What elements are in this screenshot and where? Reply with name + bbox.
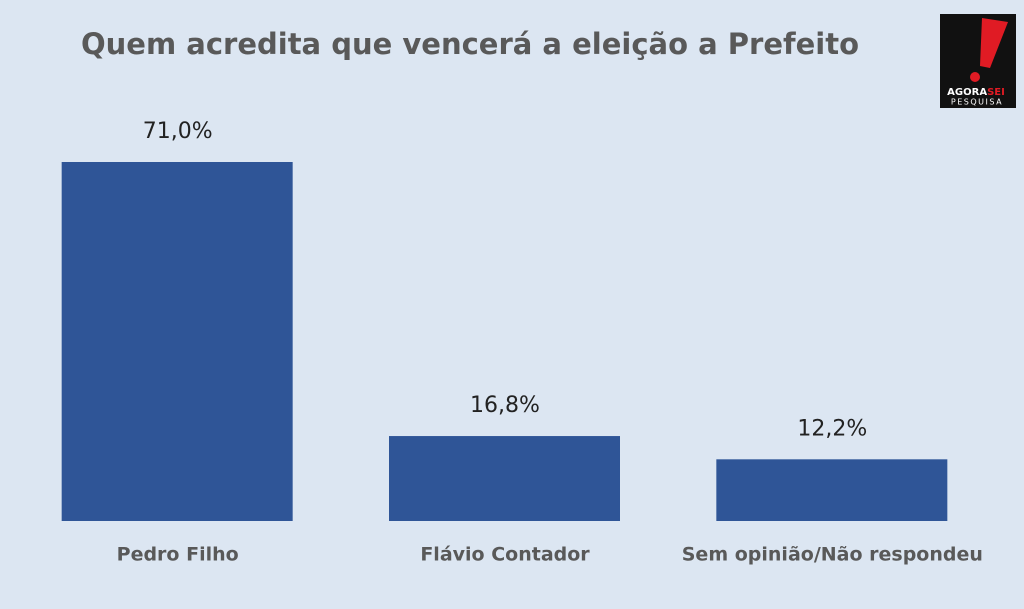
value-label: 16,8% bbox=[470, 393, 540, 418]
chart-title: Quem acredita que vencerá a eleição a Pr… bbox=[81, 27, 859, 61]
x-tick-label: Sem opinião/Não respondeu bbox=[682, 544, 983, 566]
value-label: 71,0% bbox=[143, 119, 213, 144]
logo-tagline: PESQUISA bbox=[951, 98, 1003, 107]
logo-dot bbox=[970, 72, 980, 82]
logo-accent: SEI bbox=[987, 87, 1005, 98]
bar bbox=[389, 436, 620, 521]
logo-text: AGORASEI bbox=[947, 87, 1005, 98]
value-label: 12,2% bbox=[797, 416, 867, 441]
x-tick-label: Flávio Contador bbox=[420, 544, 590, 566]
logo: AGORASEI PESQUISA bbox=[940, 14, 1016, 108]
bar bbox=[716, 459, 948, 521]
logo-mark bbox=[980, 18, 1008, 68]
bar bbox=[61, 162, 293, 521]
x-tick-label: Pedro Filho bbox=[117, 544, 239, 566]
logo-brand: AGORA bbox=[947, 87, 987, 98]
